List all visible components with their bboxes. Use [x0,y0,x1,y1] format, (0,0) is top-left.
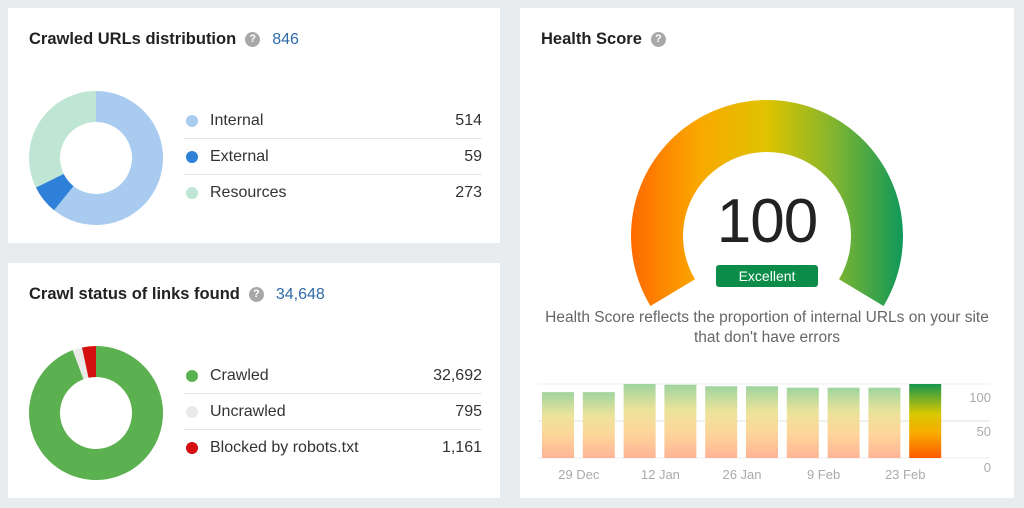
history-bar[interactable] [582,392,615,458]
donut-segment-uncrawled[interactable] [72,347,89,380]
history-bar[interactable] [664,384,697,458]
crawled-urls-donut[interactable] [26,88,166,228]
card-title: Health Score ? [541,30,666,49]
crawl-status-donut[interactable] [26,343,166,483]
health-score-title: Health Score [541,30,642,48]
help-icon[interactable]: ? [248,287,264,302]
donut-segment-resources[interactable] [28,91,97,188]
help-icon[interactable]: ? [245,32,261,47]
health-score-history-chart: 29 Dec 12 Jan 26 Jan 9 Feb 23 Feb 0 50 100 [538,383,991,482]
chart-y-axis: 0 50 100 [969,390,991,475]
history-bar[interactable] [827,387,860,458]
card-title: Crawl status of links found ? 34,648 [29,285,325,304]
donut-segment-external[interactable] [35,173,74,211]
internal-dot-icon [186,114,198,127]
crawl-status-total[interactable]: 34,648 [275,285,325,303]
x-tick-label: 29 Dec [558,467,600,482]
external-dot-icon [186,150,198,163]
x-tick-label: 23 Feb [885,467,925,482]
crawled-dot-icon [186,369,198,382]
legend-item-internal[interactable]: Internal 514 [184,103,482,139]
history-bar[interactable] [705,386,738,458]
donut-segment-blocked-by-robots-txt[interactable] [81,346,96,378]
gauge-arc [631,100,903,306]
legend-item-resources[interactable]: Resources 273 [184,175,482,211]
legend-item-crawled[interactable]: Crawled 32,692 [184,358,482,394]
blocked-dot-icon [186,442,198,454]
health-score-gauge [631,100,903,306]
resources-dot-icon [186,187,198,199]
history-bar[interactable] [909,384,942,458]
x-tick-label: 26 Jan [722,467,761,482]
help-icon[interactable]: ? [650,32,666,47]
health-rating-badge: Excellent [716,265,818,287]
crawled-urls-card: Crawled URLs distribution ? 846 Internal… [8,8,500,243]
history-bar[interactable] [542,392,574,458]
crawl-status-legend: Crawled 32,692 Uncrawled 795 Blocked by … [184,358,482,466]
health-score-card: Health Score ? 100 Excellent Health Scor… [520,8,1014,498]
y-tick-label: 100 [969,390,991,405]
y-tick-label: 50 [977,424,991,439]
chart-bars[interactable] [542,384,942,458]
crawl-status-card: Crawl status of links found ? 34,648 Cra… [8,263,500,498]
card-title: Crawled URLs distribution ? 846 [29,30,299,49]
y-tick-label: 0 [984,460,991,475]
crawl-status-title: Crawl status of links found [29,285,240,303]
donut-segment-crawled[interactable] [28,346,163,480]
history-bar[interactable] [786,387,819,458]
legend-item-blocked[interactable]: Blocked by robots.txt 1,161 [184,430,482,466]
legend-item-uncrawled[interactable]: Uncrawled 795 [184,394,482,430]
donut-segment-internal[interactable] [54,91,163,225]
history-bar[interactable] [868,387,901,458]
crawled-urls-title: Crawled URLs distribution [29,30,237,48]
x-tick-label: 12 Jan [641,467,680,482]
health-score-description: Health Score reflects the proportion of … [545,309,989,346]
health-score-value: 100 [716,187,818,256]
legend-item-external[interactable]: External 59 [184,139,482,175]
uncrawled-dot-icon [186,405,198,418]
crawled-urls-legend: Internal 514 External 59 Resources 273 [184,103,482,211]
x-tick-label: 9 Feb [807,467,840,482]
history-bar[interactable] [746,386,778,458]
crawled-urls-total[interactable]: 846 [272,30,299,48]
history-bar[interactable] [623,384,656,458]
chart-x-axis: 29 Dec 12 Jan 26 Jan 9 Feb 23 Feb [558,467,925,482]
